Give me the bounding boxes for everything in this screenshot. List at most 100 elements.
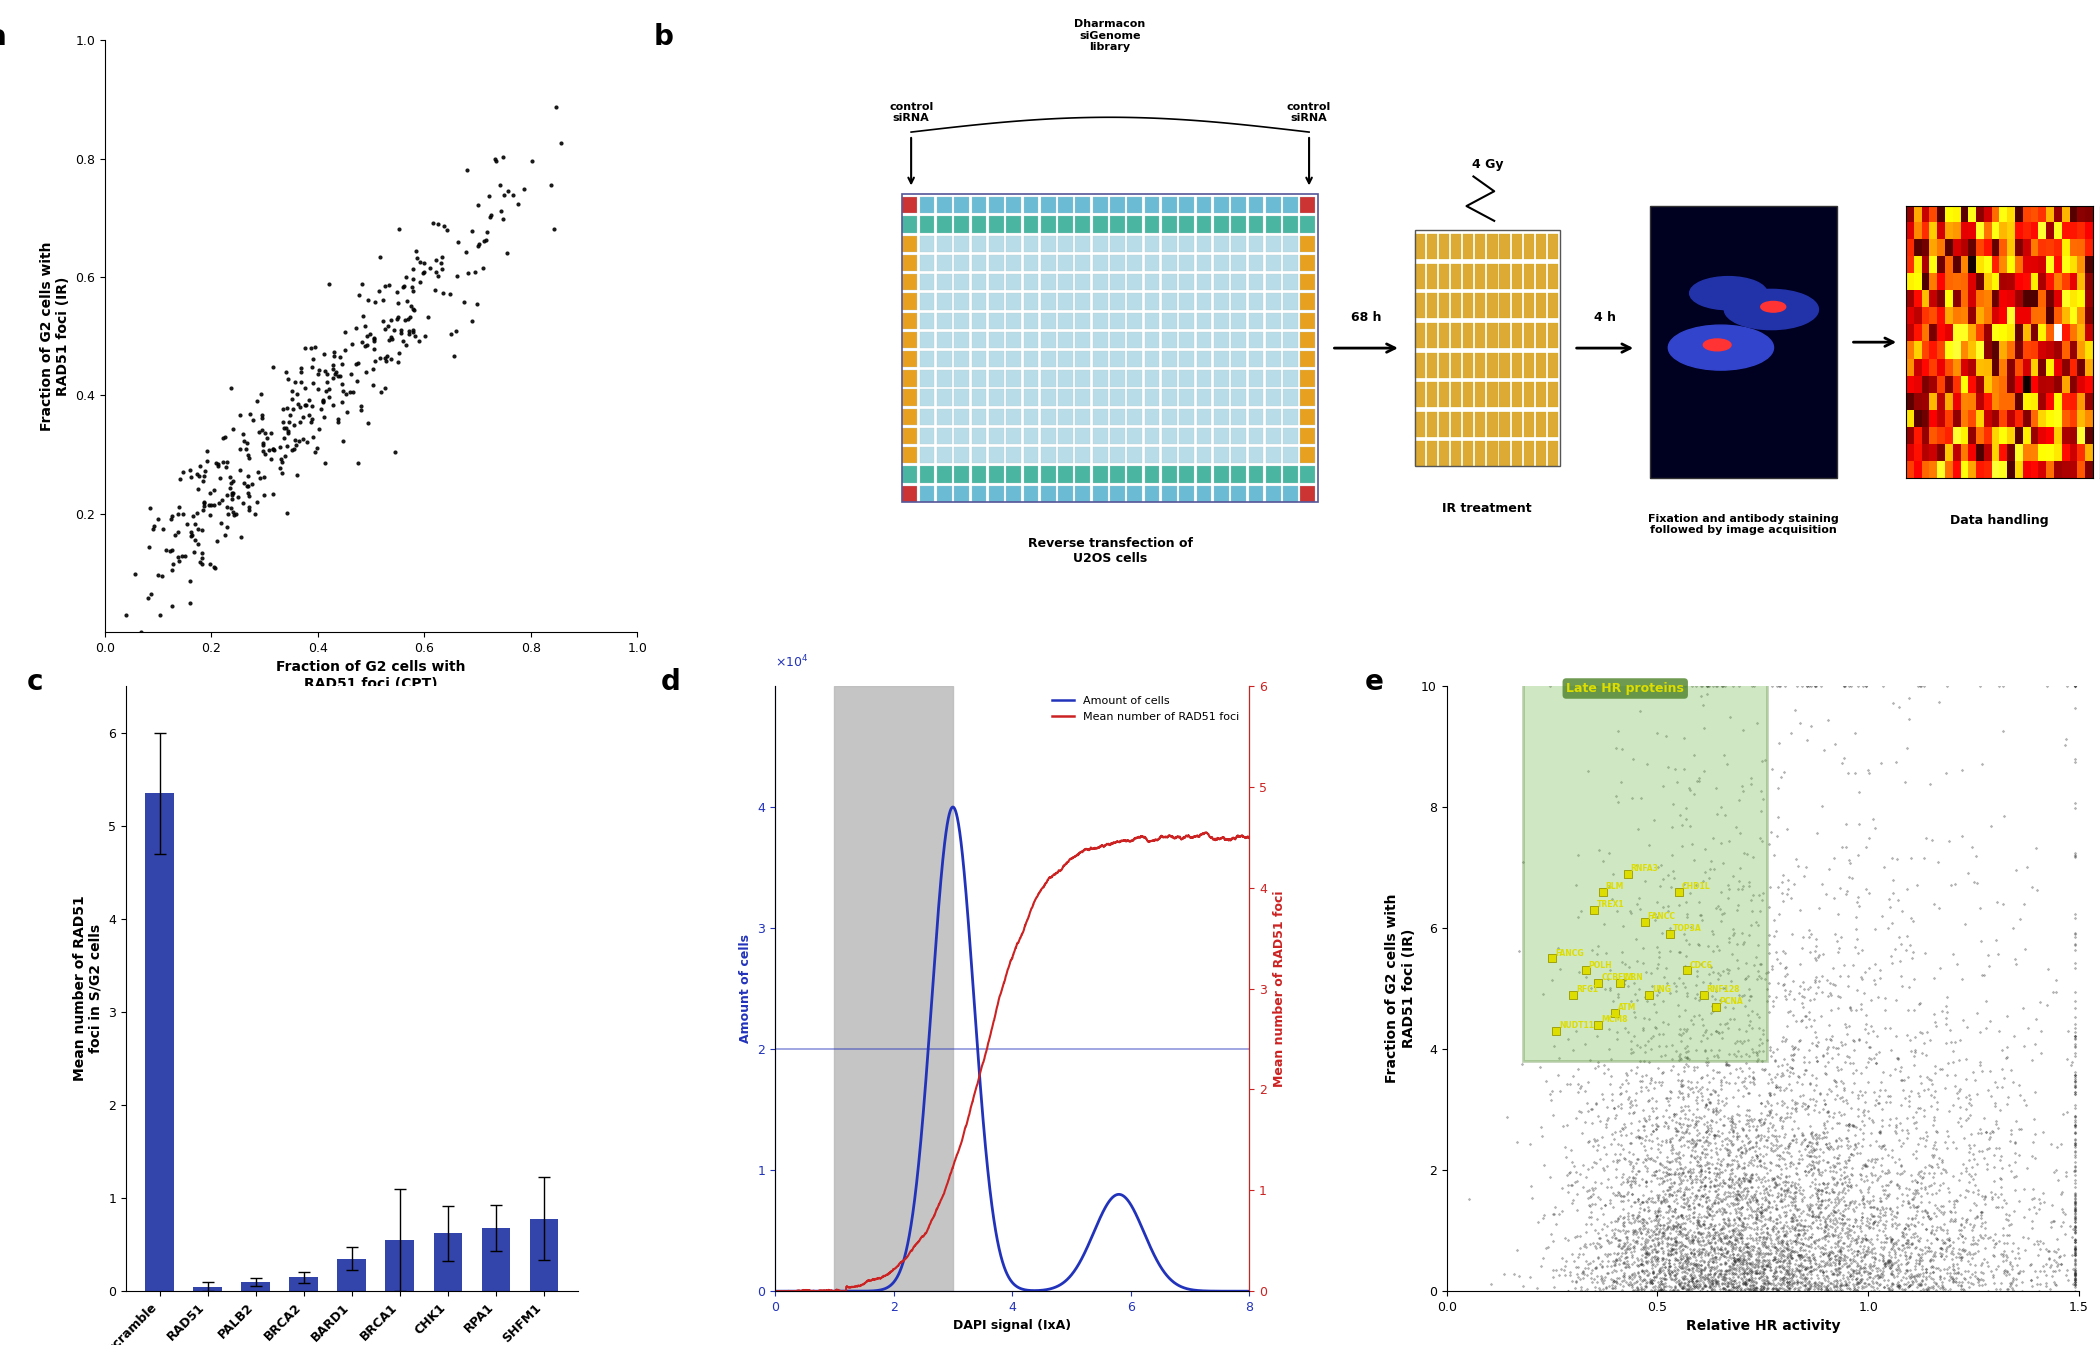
Point [1558,1107,1592,1128]
Bar [1415,382,1426,408]
Point [1762,1248,1796,1270]
Point [1718,921,1751,943]
Point [1816,1181,1850,1202]
Point [1615,1204,1649,1225]
Point [1602,1132,1636,1154]
Point [1686,985,1720,1006]
Point [1663,1042,1697,1064]
Point [1772,1271,1806,1293]
Point [2006,1280,2039,1302]
Point [1831,1223,1865,1244]
Point [1947,1267,1980,1289]
Point [231,475,265,496]
Point [1617,1205,1651,1227]
Point [1835,1145,1869,1166]
Point [1798,1237,1831,1259]
Bar [1499,441,1510,467]
Point [1892,1247,1926,1268]
Point [1781,1200,1814,1221]
Point [2018,1202,2052,1224]
Point [1760,1251,1793,1272]
Point [1707,1201,1741,1223]
Point [1701,1255,1735,1276]
Point [1789,1263,1823,1284]
Point [1913,1029,1947,1050]
Point [1617,1167,1651,1189]
Point [1732,1245,1766,1267]
Bar [1161,254,1176,272]
Point [2050,1260,2083,1282]
Point [1632,1079,1665,1100]
Point [1672,1278,1705,1299]
Point [1709,1173,1743,1194]
Point [2058,1221,2092,1243]
Point [1667,1087,1701,1108]
Point [1955,1143,1989,1165]
Bar [1144,254,1159,272]
Point [1688,1040,1722,1061]
Point [1819,923,1852,944]
Point [1724,878,1758,900]
Point [1697,999,1730,1021]
Point [1726,933,1760,955]
Point [1596,1271,1630,1293]
Point [1714,1154,1747,1176]
Point [1852,1267,1886,1289]
Point [2024,1192,2058,1213]
Point [1640,1233,1674,1255]
Point [1690,1255,1724,1276]
Bar [1006,312,1021,330]
Point [1667,1022,1701,1044]
Point [1823,1252,1856,1274]
Point [1592,1232,1625,1254]
Point [1846,1186,1880,1208]
Bar [1075,312,1090,330]
Point [1695,1232,1728,1254]
Point [1684,1263,1718,1284]
Point [1718,1233,1751,1255]
Point [2058,1073,2092,1095]
Point [1667,873,1701,894]
Point [1674,1241,1707,1263]
Bar [1075,332,1090,348]
Point [1835,1163,1869,1185]
Point [1663,1258,1697,1279]
Point [472,206,506,227]
Point [1959,846,1993,868]
Point [1657,1217,1691,1239]
Point [1896,968,1930,990]
Point [1875,1254,1909,1275]
Point [1936,1165,1970,1186]
Point [1865,1099,1898,1120]
Point [1699,1272,1732,1294]
Point [1789,1243,1823,1264]
Point [1760,1208,1793,1229]
Point [1672,1198,1705,1220]
Point [1846,1122,1880,1143]
Point [1869,1180,1903,1201]
Bar [989,312,1004,330]
Point [1833,1263,1867,1284]
Point [197,495,231,516]
Point [1625,1260,1659,1282]
Point [1651,1216,1684,1237]
Point [1957,1227,1991,1248]
Point [1787,1219,1821,1240]
Point [1762,1244,1796,1266]
Text: UNG: UNG [1653,985,1672,994]
Point [1838,1275,1871,1297]
Point [172,570,206,592]
Point [1913,1176,1947,1197]
Point [1718,1251,1751,1272]
Point [1945,1275,1978,1297]
Point [1678,1225,1712,1247]
Point [1812,1225,1846,1247]
Point [1932,1178,1966,1200]
Point [1701,1201,1735,1223]
Point [1630,1243,1663,1264]
Point [1991,1092,2024,1114]
Bar [953,447,968,464]
Point [1697,1102,1730,1123]
Bar [1128,332,1142,348]
Point [1592,968,1625,990]
